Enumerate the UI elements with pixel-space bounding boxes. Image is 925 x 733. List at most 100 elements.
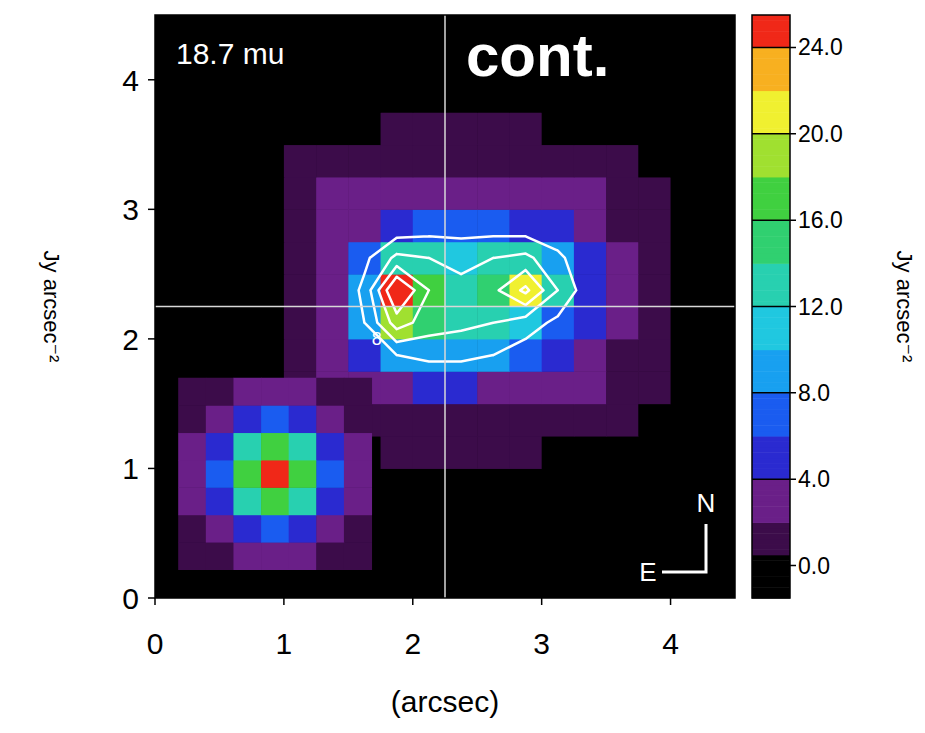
- colorbar-segment: [752, 20, 790, 26]
- heatmap-cell: [284, 112, 317, 145]
- colorbar-segment: [752, 182, 790, 188]
- colorbar-segment: [752, 220, 790, 226]
- inset-cell: [289, 405, 317, 433]
- x-tick-label: 0: [147, 627, 164, 660]
- heatmap-cell: [445, 112, 478, 145]
- heatmap-cell: [703, 339, 735, 372]
- inset-cell: [261, 515, 289, 543]
- heatmap-cell: [703, 533, 735, 566]
- colorbar-segment: [752, 479, 790, 485]
- heatmap-cell: [413, 533, 446, 566]
- heatmap-cell: [703, 177, 735, 210]
- heatmap-cell: [606, 468, 639, 501]
- y-tick: [148, 338, 155, 340]
- heatmap-cell: [348, 112, 381, 145]
- heatmap-cell: [542, 371, 575, 404]
- heatmap-cell: [348, 47, 381, 80]
- inset-cell: [316, 515, 344, 543]
- heatmap-cell: [381, 112, 414, 145]
- colorbar-segment: [752, 188, 790, 194]
- colorbar-segment: [752, 280, 790, 286]
- heatmap-cell: [413, 145, 446, 178]
- inset-cell: [289, 433, 317, 461]
- inset-cell: [344, 515, 372, 543]
- heatmap-cell: [638, 145, 671, 178]
- heatmap-cell: [155, 112, 188, 145]
- colorbar-segment: [752, 522, 790, 528]
- colorbar-segment: [752, 490, 790, 496]
- colorbar-segment: [752, 360, 790, 366]
- colorbar-segment: [752, 366, 790, 372]
- colorbar-tick: [752, 133, 796, 135]
- heatmap-cell: [155, 177, 188, 210]
- heatmap-cell: [187, 177, 220, 210]
- inset-cell: [178, 433, 206, 461]
- heatmap-cell: [284, 209, 317, 242]
- colorbar-label: Jy arcsec⁻²: [892, 251, 917, 363]
- heatmap-cell: [703, 145, 735, 178]
- heatmap-cell: [509, 566, 542, 598]
- colorbar-segment: [752, 166, 790, 172]
- heatmap-cell: [413, 501, 446, 534]
- heatmap-cell: [574, 339, 607, 372]
- colorbar-segment: [752, 69, 790, 75]
- colorbar-segment: [752, 274, 790, 280]
- colorbar-segment: [752, 582, 790, 588]
- inset-cell: [206, 378, 234, 406]
- heatmap-cell: [348, 209, 381, 242]
- colorbar-tick: [752, 306, 796, 308]
- heatmap-cell: [542, 404, 575, 437]
- heatmap-cell: [574, 533, 607, 566]
- heatmap-cell: [187, 566, 220, 598]
- compass-arms: [662, 524, 706, 572]
- plot-frame: [155, 15, 735, 598]
- heatmap-cell: [252, 145, 285, 178]
- inset-cell: [178, 487, 206, 515]
- heatmap-cell: [252, 209, 285, 242]
- chart: 0123401234(arcsec)Jy arcsec⁻²18.7 mucont…: [0, 0, 925, 733]
- colorbar-tick-label: 8.0: [798, 380, 830, 406]
- contour-line: [371, 254, 558, 343]
- contour-label: 8: [372, 329, 382, 349]
- heatmap-cell: [703, 242, 735, 275]
- colorbar-segment: [752, 312, 790, 318]
- colorbar-segment: [752, 512, 790, 518]
- heatmap-cell: [542, 501, 575, 534]
- heatmap-cell: [638, 404, 671, 437]
- inset-cell: [344, 542, 372, 570]
- colorbar-segment: [752, 355, 790, 361]
- heatmap-cell: [316, 112, 349, 145]
- colorbar-tick: [752, 478, 796, 480]
- heatmap-cell: [606, 307, 639, 340]
- heatmap-cell: [284, 145, 317, 178]
- colorbar-segment: [752, 296, 790, 302]
- colorbar-segment: [752, 495, 790, 501]
- inset-cell: [206, 460, 234, 488]
- colorbar-segment: [752, 58, 790, 64]
- heatmap-cell: [219, 307, 252, 340]
- x-tick: [670, 598, 672, 605]
- colorbar-tick-label: 0.0: [798, 553, 830, 579]
- colorbar-segment: [752, 468, 790, 474]
- heatmap-cell: [155, 145, 188, 178]
- contour-line: [379, 266, 544, 329]
- inset-cell: [233, 460, 261, 488]
- heatmap-cell: [316, 339, 349, 372]
- heatmap-cell: [638, 15, 671, 48]
- heatmap-cell: [219, 112, 252, 145]
- heatmap-cell: [671, 339, 704, 372]
- heatmap-cell: [316, 177, 349, 210]
- inset-cell: [316, 460, 344, 488]
- colorbar-segment: [752, 118, 790, 124]
- colorbar-segment: [752, 555, 790, 561]
- colorbar-segment: [752, 576, 790, 582]
- heatmap-cell: [606, 566, 639, 598]
- heatmap-cell: [606, 533, 639, 566]
- inset-cell: [289, 542, 317, 570]
- heatmap-cell: [509, 533, 542, 566]
- heatmap-cell: [671, 209, 704, 242]
- inset-cell: [261, 433, 289, 461]
- inset-cell: [261, 405, 289, 433]
- heatmap-cell: [348, 145, 381, 178]
- heatmap-cell: [606, 80, 639, 113]
